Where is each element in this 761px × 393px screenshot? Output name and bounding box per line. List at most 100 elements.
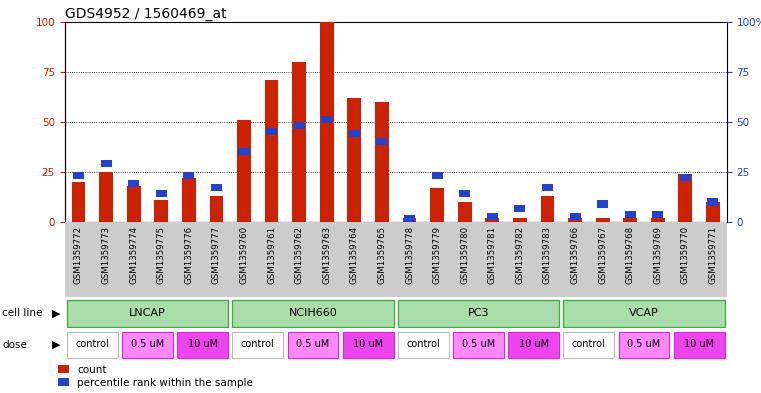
Bar [154,200,168,222]
Text: GSM1359782: GSM1359782 [515,226,524,284]
Text: control: control [406,339,440,349]
Text: ▶: ▶ [53,309,61,318]
Text: GDS4952 / 1560469_at: GDS4952 / 1560469_at [65,7,226,20]
Bar [211,184,222,191]
Bar [182,178,196,222]
Bar [708,198,718,206]
Text: control: control [572,339,606,349]
Bar [619,332,670,358]
Bar [349,130,360,138]
Bar [403,218,416,222]
Bar [342,332,393,358]
Bar [292,62,306,222]
Bar [232,300,393,327]
Bar [651,218,664,222]
Text: GSM1359776: GSM1359776 [184,226,193,284]
Bar [680,174,691,182]
Text: GSM1359765: GSM1359765 [377,226,387,284]
Text: GSM1359781: GSM1359781 [488,226,497,284]
Bar [679,174,693,222]
Bar [623,218,637,222]
Text: GSM1359783: GSM1359783 [543,226,552,284]
Bar [487,213,498,220]
Bar [706,202,720,222]
Text: dose: dose [2,340,27,350]
Text: GSM1359764: GSM1359764 [350,226,359,284]
Text: 0.5 uM: 0.5 uM [131,339,164,349]
Text: GSM1359772: GSM1359772 [74,226,83,284]
Text: GSM1359771: GSM1359771 [708,226,718,284]
Bar [430,188,444,222]
Bar [127,186,141,222]
Bar [597,200,608,208]
Bar [320,22,333,222]
Text: cell line: cell line [2,309,43,318]
Bar [72,182,85,222]
Bar [673,332,724,358]
Text: GSM1359773: GSM1359773 [101,226,110,284]
Bar [652,211,664,218]
Text: 10 uM: 10 uM [518,339,549,349]
Text: 0.5 uM: 0.5 uM [462,339,495,349]
Bar [486,218,499,222]
Text: GSM1359766: GSM1359766 [571,226,580,284]
Bar [569,213,581,220]
Bar [100,160,112,167]
Text: LNCAP: LNCAP [129,308,166,318]
Text: GSM1359775: GSM1359775 [157,226,166,284]
Text: NCIH660: NCIH660 [288,308,337,318]
Bar [73,173,84,180]
Bar [563,332,614,358]
Bar [513,218,527,222]
Bar [266,129,277,135]
Text: ▶: ▶ [53,340,61,350]
Text: 10 uM: 10 uM [187,339,218,349]
Bar [99,172,113,222]
Bar [122,332,173,358]
Bar [568,218,582,222]
Text: GSM1359779: GSM1359779 [432,226,441,284]
Bar [265,80,279,222]
Bar [237,120,251,222]
Bar [404,215,415,222]
Text: GSM1359777: GSM1359777 [212,226,221,284]
Bar [398,332,449,358]
Bar [128,180,139,187]
Legend: count, percentile rank within the sample: count, percentile rank within the sample [59,365,253,388]
Text: control: control [75,339,109,349]
Bar [459,191,470,198]
Bar [542,184,553,191]
Bar [563,300,724,327]
Bar [458,202,472,222]
Bar [596,218,610,222]
Bar [514,204,525,211]
Bar [625,211,635,218]
Text: GSM1359767: GSM1359767 [598,226,607,284]
Text: control: control [241,339,275,349]
Text: 10 uM: 10 uM [684,339,715,349]
Text: GSM1359780: GSM1359780 [460,226,470,284]
Text: GSM1359768: GSM1359768 [626,226,635,284]
Bar [375,102,389,222]
Bar [431,173,443,180]
Text: GSM1359778: GSM1359778 [405,226,414,284]
Text: GSM1359769: GSM1359769 [653,226,662,284]
Bar [508,332,559,358]
Bar [540,196,554,222]
Text: GSM1359763: GSM1359763 [322,226,331,284]
Bar [209,196,223,222]
Text: GSM1359760: GSM1359760 [240,226,249,284]
Text: PC3: PC3 [468,308,489,318]
Text: GSM1359762: GSM1359762 [295,226,304,284]
Bar [348,98,361,222]
Text: 0.5 uM: 0.5 uM [627,339,661,349]
Text: 10 uM: 10 uM [353,339,384,349]
Text: GSM1359770: GSM1359770 [681,226,690,284]
Bar [238,149,250,155]
Bar [177,332,228,358]
Bar [377,138,387,145]
Bar [67,332,118,358]
Bar [398,300,559,327]
Bar [67,300,228,327]
Bar [232,332,283,358]
